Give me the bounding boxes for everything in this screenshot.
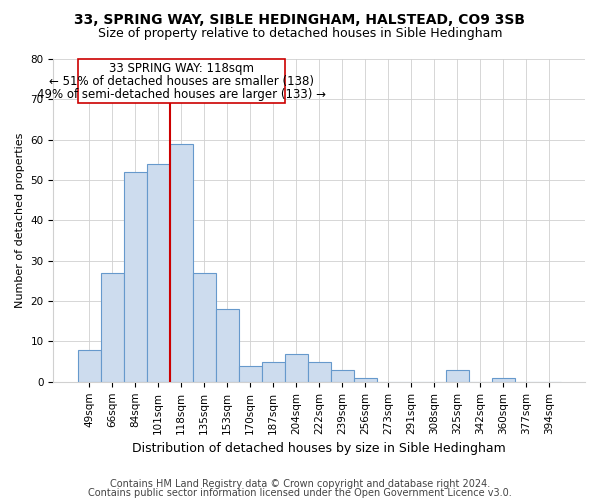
Bar [170,144,193,382]
Bar [446,370,469,382]
Bar [124,172,146,382]
Bar [193,273,215,382]
Bar [239,366,262,382]
Bar [215,309,239,382]
X-axis label: Distribution of detached houses by size in Sible Hedingham: Distribution of detached houses by size … [133,442,506,455]
Text: 49% of semi-detached houses are larger (133) →: 49% of semi-detached houses are larger (… [37,88,326,101]
Text: ← 51% of detached houses are smaller (138): ← 51% of detached houses are smaller (13… [49,75,314,88]
Bar [308,362,331,382]
Bar [331,370,354,382]
Y-axis label: Number of detached properties: Number of detached properties [15,132,25,308]
Text: 33, SPRING WAY, SIBLE HEDINGHAM, HALSTEAD, CO9 3SB: 33, SPRING WAY, SIBLE HEDINGHAM, HALSTEA… [74,12,526,26]
Bar [146,164,170,382]
Bar [492,378,515,382]
Text: Contains public sector information licensed under the Open Government Licence v3: Contains public sector information licen… [88,488,512,498]
Bar [262,362,284,382]
Text: 33 SPRING WAY: 118sqm: 33 SPRING WAY: 118sqm [109,62,254,75]
Bar [101,273,124,382]
Text: Contains HM Land Registry data © Crown copyright and database right 2024.: Contains HM Land Registry data © Crown c… [110,479,490,489]
Text: Size of property relative to detached houses in Sible Hedingham: Size of property relative to detached ho… [98,28,502,40]
Bar [354,378,377,382]
Bar [77,350,101,382]
FancyBboxPatch shape [77,59,284,104]
Bar [284,354,308,382]
